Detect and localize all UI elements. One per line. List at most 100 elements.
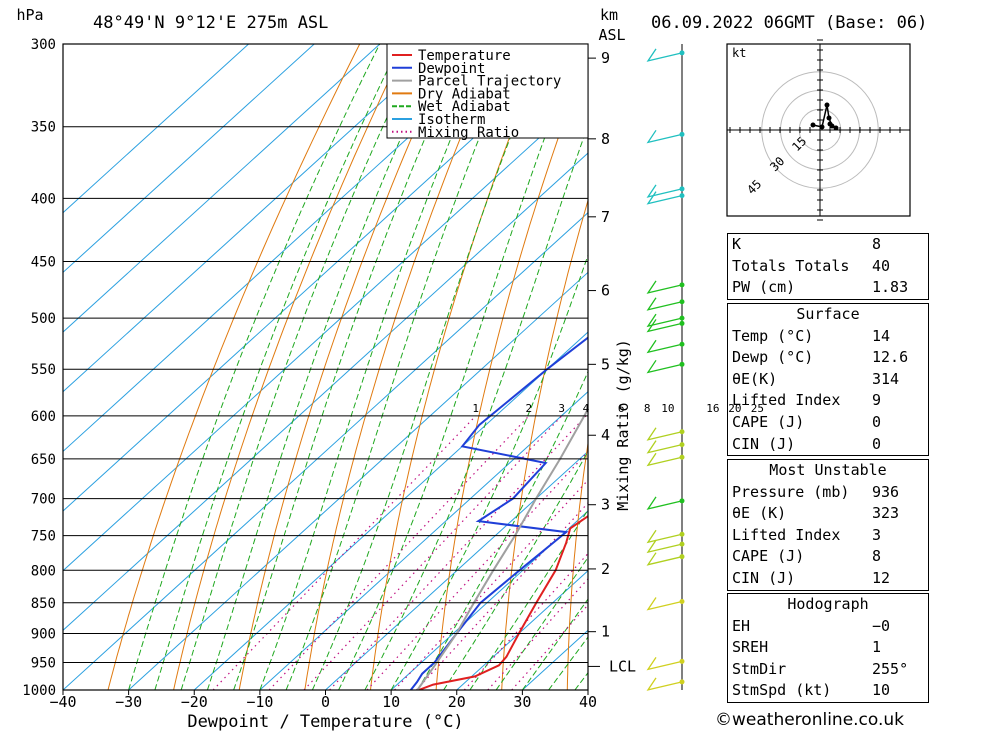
mu-row: Pressure (mb) 936 [728,482,928,504]
surface-label: Dewp (°C) [732,348,814,367]
dry-adiabat-line [987,44,1000,690]
surface-value: 14 [872,326,891,345]
wet-adiabat-line [128,44,381,690]
pressure-tick-label: 850 [31,596,56,612]
mixing-ratio-label: 2 [526,402,533,415]
mu-value: 936 [872,482,900,501]
isotherm-line [63,44,249,214]
hodo-title: Hodograph [787,595,869,613]
km-label: km [600,6,618,24]
wet-adiabat-line [338,44,581,690]
hodo-label: StmSpd (kt) [732,681,832,700]
surface-label: θE(K) [732,369,778,388]
index-label: Totals Totals [732,256,850,275]
wind-barb [646,597,683,611]
pressure-tick-label: 600 [31,409,56,425]
wet-adiabat-line [233,44,467,690]
surface-row: Temp (°C) 14 [728,326,928,348]
km-tick-label: 7 [601,208,610,226]
hodo-row: SREH 1 [728,637,928,659]
wind-barb [646,339,683,354]
wind-barb [646,191,683,205]
surface-row: CAPE (J) 0 [728,412,928,434]
dry-adiabat-line [173,44,407,690]
index-value: 40 [872,256,891,275]
pressure-tick-label: 700 [31,492,56,508]
hodo-row: StmSpd (kt) 10 [728,680,928,702]
wet-adiabat-line [390,253,588,690]
mu-label: Lifted Index [732,525,841,544]
hodograph-point [827,121,833,127]
index-value: 8 [872,235,882,253]
lcl-label: LCL [609,657,636,675]
wind-barb [646,297,683,311]
most-unstable-table: Most Unstable Pressure (mb) 936 θE (K) 323… [727,459,929,591]
mixing-ratio-label: 3 [558,402,565,415]
km-tick-label: 6 [601,282,610,300]
legend-entry: Mixing Ratio [418,125,519,141]
x-axis-label: Dewpoint / Temperature (°C) [187,712,463,732]
hodo-label: EH [732,616,751,635]
mixing-ratio-label: 1 [472,402,479,415]
hodo-label: StmDir [732,659,787,678]
wind-profile [646,44,685,691]
axis-labels: 1 2 3 4 6 8 10 16 20 2530035040045050055060065070… [16,6,927,732]
mixing-ratio-line [487,577,588,690]
surface-row: Lifted Index 9 [728,390,928,412]
wind-barb [646,184,683,198]
mixing-ratio-line [463,552,588,690]
x-tick-label: −20 [181,693,208,711]
mu-row: CAPE (J) 8 [728,546,928,568]
wind-barb [646,677,683,691]
mu-label: θE (K) [732,504,787,523]
isotherm-line [63,44,446,393]
surface-row: CIN (J) 0 [728,434,928,456]
legend-entry: Isotherm [418,112,485,128]
pressure-unit-label: hPa [16,6,43,24]
hodo-value: 255° [872,659,909,678]
mu-row: CIN (J) 12 [728,568,928,590]
hodograph-point [826,115,832,121]
mixing-ratio-line [303,415,563,690]
surface-label: Lifted Index [732,391,841,410]
wind-barb [646,48,683,62]
dry-adiabat-line [932,44,964,690]
km-tick-label: 8 [601,130,610,148]
dry-adiabat-line [370,44,547,690]
mu-title: Most Unstable [769,461,887,479]
x-tick-label: 40 [579,693,597,711]
mu-value: 12 [872,568,891,587]
credit-link[interactable]: ©weatheronline.co.uk [715,710,905,730]
hodo-value: 1 [872,638,882,657]
wind-barb [646,313,683,328]
mixing-ratio-line [329,415,587,690]
mu-label: CAPE (J) [732,547,805,566]
mixing-ratio-line [415,502,588,690]
wet-adiabat-line [180,44,422,690]
surface-value: 0 [872,412,882,431]
km-tick-label: 9 [601,49,610,67]
surface-value: 12.6 [872,348,909,367]
pressure-tick-label: 550 [31,362,56,378]
isotherm-line [63,44,315,274]
surface-label: CIN (J) [732,434,796,453]
legend-entry: Dewpoint [418,61,485,77]
km-tick-label: 4 [601,426,610,444]
mu-row: θE (K) 323 [728,503,928,525]
hodo-row: EH −0 [728,616,928,638]
mixing-ratio-label: 4 [583,402,590,415]
asl-label: ASL [598,26,625,44]
surface-title: Surface [796,305,860,323]
index-row-tt: Totals Totals 40 [728,256,928,278]
index-row-pw: PW (cm) 1.83 [728,277,928,299]
wind-barb [646,129,683,144]
km-tick-label: 3 [601,496,610,514]
hodograph-point [833,125,839,131]
mu-label: Pressure (mb) [732,482,850,501]
legend-entry: Wet Adiabat [418,99,511,115]
isotherm-line [325,450,588,690]
x-tick-label: 0 [321,693,330,711]
pressure-tick-label: 300 [31,37,56,53]
index-label: PW (cm) [732,278,796,297]
